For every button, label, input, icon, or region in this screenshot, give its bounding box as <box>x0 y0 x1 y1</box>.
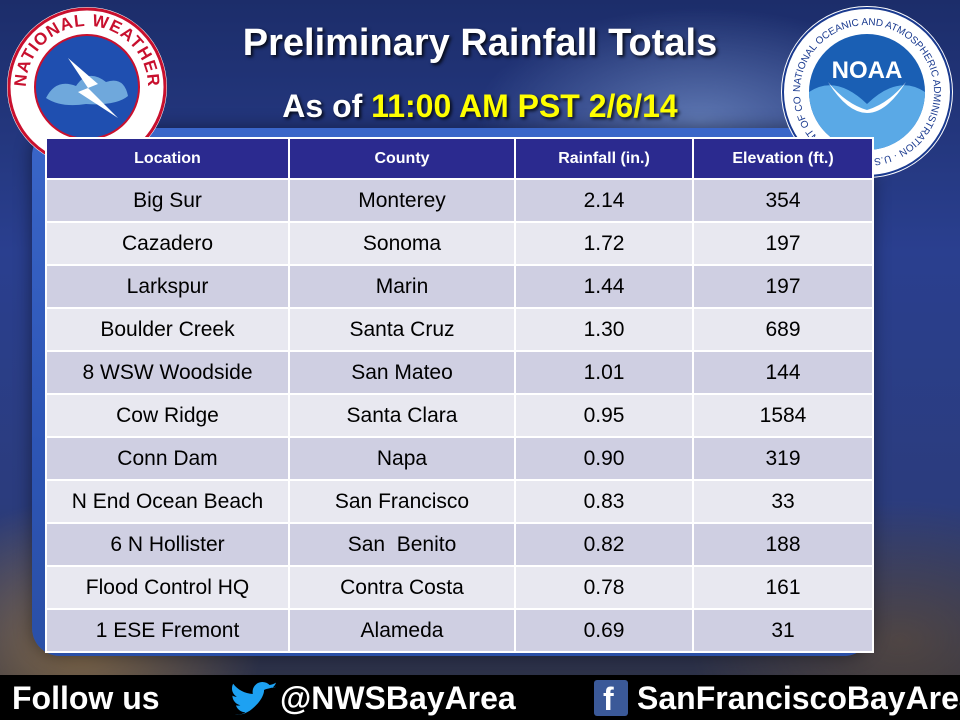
column-header-elevation: Elevation (ft.) <box>692 137 874 180</box>
table-row: Boulder Creek Santa Cruz 1.30 689 <box>45 307 874 352</box>
cell-rainfall: 0.90 <box>514 436 694 481</box>
cell-location: 1 ESE Fremont <box>45 608 290 653</box>
table-row: 1 ESE Fremont Alameda 0.69 31 <box>45 608 874 653</box>
cell-elevation: 161 <box>692 565 874 610</box>
cell-county: Monterey <box>288 178 516 223</box>
table-row: 8 WSW Woodside San Mateo 1.01 144 <box>45 350 874 395</box>
cell-elevation: 689 <box>692 307 874 352</box>
rainfall-table: Location County Rainfall (in.) Elevation… <box>45 137 874 653</box>
page-title: Preliminary Rainfall Totals <box>242 22 718 64</box>
cell-location: Cazadero <box>45 221 290 266</box>
table-row: Conn Dam Napa 0.90 319 <box>45 436 874 481</box>
cell-location: 8 WSW Woodside <box>45 350 290 395</box>
cell-location: Boulder Creek <box>45 307 290 352</box>
cell-elevation: 33 <box>692 479 874 524</box>
page-subtitle: As of 11:00 AM PST 2/6/14 <box>180 88 780 125</box>
cell-rainfall: 1.72 <box>514 221 694 266</box>
column-header-rainfall: Rainfall (in.) <box>514 137 694 180</box>
cell-elevation: 188 <box>692 522 874 567</box>
table-row: Big Sur Monterey 2.14 354 <box>45 178 874 223</box>
cell-county: Sonoma <box>288 221 516 266</box>
cell-rainfall: 0.78 <box>514 565 694 610</box>
column-header-location: Location <box>45 137 290 180</box>
cell-location: 6 N Hollister <box>45 522 290 567</box>
cell-county: San Francisco <box>288 479 516 524</box>
cell-rainfall: 2.14 <box>514 178 694 223</box>
cell-location: N End Ocean Beach <box>45 479 290 524</box>
cell-elevation: 197 <box>692 221 874 266</box>
facebook-icon[interactable]: f <box>594 680 628 717</box>
cell-elevation: 144 <box>692 350 874 395</box>
cell-elevation: 1584 <box>692 393 874 438</box>
cell-location: Cow Ridge <box>45 393 290 438</box>
follow-us-label: Follow us <box>12 680 160 716</box>
table-row: Cazadero Sonoma 1.72 197 <box>45 221 874 266</box>
cell-elevation: 354 <box>692 178 874 223</box>
table-row: Cow Ridge Santa Clara 0.95 1584 <box>45 393 874 438</box>
twitter-handle-link[interactable]: @NWSBayArea <box>280 680 516 716</box>
cell-rainfall: 0.83 <box>514 479 694 524</box>
cell-location: Big Sur <box>45 178 290 223</box>
table-row: Larkspur Marin 1.44 197 <box>45 264 874 309</box>
cell-county: Alameda <box>288 608 516 653</box>
cell-county: Santa Cruz <box>288 307 516 352</box>
cell-elevation: 197 <box>692 264 874 309</box>
table-row: N End Ocean Beach San Francisco 0.83 33 <box>45 479 874 524</box>
noaa-logo-center-text: NOAA <box>832 57 903 84</box>
cell-county: San Benito <box>288 522 516 567</box>
cell-county: San Mateo <box>288 350 516 395</box>
cell-elevation: 31 <box>692 608 874 653</box>
table-row: Flood Control HQ Contra Costa 0.78 161 <box>45 565 874 610</box>
table-row: 6 N Hollister San Benito 0.82 188 <box>45 522 874 567</box>
subtitle-prefix: As of <box>282 88 363 124</box>
cell-rainfall: 0.95 <box>514 393 694 438</box>
column-header-county: County <box>288 137 516 180</box>
table-header-row: Location County Rainfall (in.) Elevation… <box>45 137 874 180</box>
cell-location: Conn Dam <box>45 436 290 481</box>
cell-location: Flood Control HQ <box>45 565 290 610</box>
cell-elevation: 319 <box>692 436 874 481</box>
cell-county: Marin <box>288 264 516 309</box>
cell-county: Santa Clara <box>288 393 516 438</box>
cell-rainfall: 1.01 <box>514 350 694 395</box>
cell-county: Napa <box>288 436 516 481</box>
facebook-page-link[interactable]: SanFranciscoBayArea <box>637 680 960 716</box>
subtitle-timestamp: 11:00 AM PST 2/6/14 <box>371 88 678 124</box>
cell-rainfall: 0.82 <box>514 522 694 567</box>
cell-rainfall: 0.69 <box>514 608 694 653</box>
twitter-bird-icon[interactable] <box>232 681 276 715</box>
cell-rainfall: 1.44 <box>514 264 694 309</box>
cell-location: Larkspur <box>45 264 290 309</box>
social-footer: Follow us @NWSBayArea f SanFranciscoBayA… <box>0 675 960 720</box>
cell-rainfall: 1.30 <box>514 307 694 352</box>
cell-county: Contra Costa <box>288 565 516 610</box>
